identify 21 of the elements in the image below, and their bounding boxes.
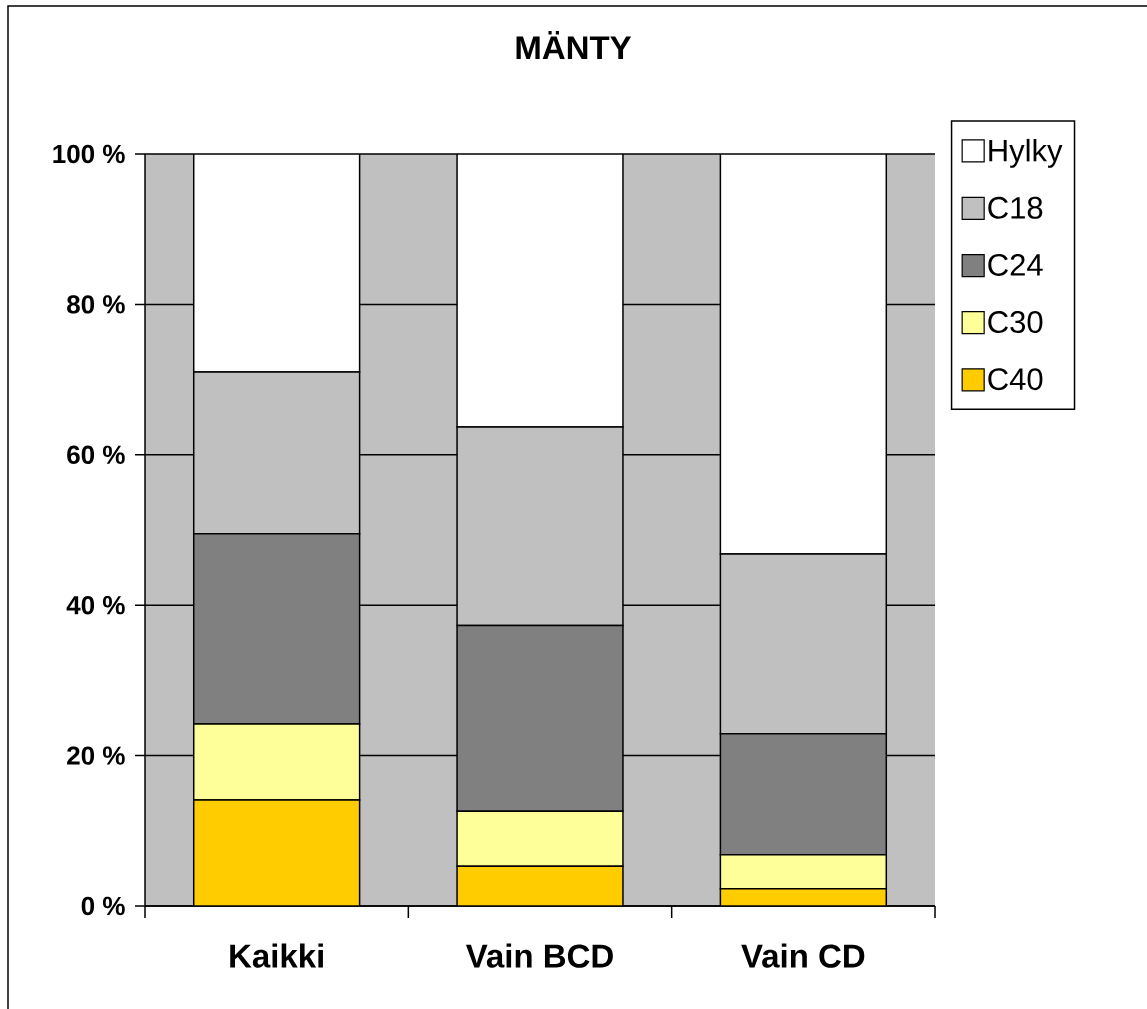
legend-label: C30 [988, 311, 1043, 334]
y-tick-label: 40 % [66, 595, 125, 615]
bar [456, 153, 624, 428]
legend-label: Hylky [989, 138, 1063, 168]
legend-label: C18 [988, 196, 1043, 219]
x-tick-label: Vain BCD [465, 943, 613, 968]
bar [456, 865, 624, 906]
y-tick-label: 100 % [53, 144, 125, 164]
x-tick-label: Vain CD [741, 943, 865, 968]
y-tick-label: 20 % [67, 746, 125, 765]
legend-label: C40 [988, 368, 1043, 391]
y-tick-label: 60 % [67, 445, 125, 464]
y-tick-label: 80 % [67, 295, 125, 314]
bar [192, 799, 361, 906]
legend-label: C24 [988, 253, 1043, 276]
bar [192, 153, 361, 373]
bar [719, 153, 888, 555]
bar [719, 887, 888, 906]
y-tick-label: 0 % [81, 896, 125, 916]
chart-title: MÄNTY [516, 30, 632, 60]
x-tick-label: Kaikki [230, 943, 323, 968]
